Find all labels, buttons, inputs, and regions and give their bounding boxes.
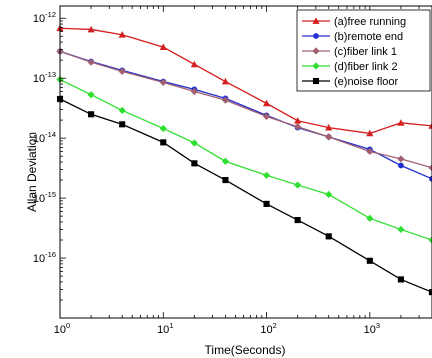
data-point bbox=[397, 119, 405, 126]
axes-layer: 100 101 102 103 10-16 10-15 10-14 10-13 10-12 bbox=[33, 5, 432, 336]
data-point bbox=[221, 96, 230, 104]
legend-entry: (c)fiber link 1 bbox=[302, 46, 397, 58]
data-point bbox=[87, 91, 95, 99]
legend-marker bbox=[312, 17, 320, 24]
series-1 bbox=[56, 24, 432, 137]
x-tick-label: 101 bbox=[157, 321, 173, 336]
data-point bbox=[87, 58, 95, 66]
x-tick-label: 103 bbox=[364, 321, 380, 336]
legend-label: (c)fiber link 1 bbox=[334, 46, 397, 58]
data-point bbox=[428, 164, 432, 172]
data-point bbox=[88, 111, 95, 118]
legend-entry: (b)remote end bbox=[302, 31, 403, 43]
y-tick-label: 10-14 bbox=[33, 130, 56, 145]
data-point bbox=[325, 233, 332, 240]
data-point bbox=[191, 160, 198, 167]
data-point bbox=[397, 225, 405, 234]
data-point bbox=[398, 162, 404, 169]
data-point bbox=[262, 112, 271, 121]
data-point bbox=[119, 121, 126, 128]
data-point bbox=[428, 236, 432, 244]
data-point bbox=[262, 99, 271, 107]
data-point bbox=[294, 123, 302, 131]
y-tick-label: 10-13 bbox=[33, 70, 56, 85]
data-point bbox=[190, 139, 198, 147]
legend-marker bbox=[312, 62, 320, 70]
data-point bbox=[325, 123, 333, 131]
series-line bbox=[59, 50, 432, 169]
legend-marker bbox=[312, 77, 320, 85]
data-point bbox=[294, 217, 301, 224]
y-tick-label: 10-16 bbox=[33, 250, 56, 265]
data-point bbox=[190, 87, 198, 96]
legend: (a)free running (b)remote end (c)fiber lin… bbox=[296, 9, 431, 92]
data-point bbox=[221, 77, 230, 85]
x-tick-label: 100 bbox=[54, 321, 70, 336]
data-point bbox=[190, 60, 198, 68]
data-point bbox=[263, 200, 270, 207]
data-point bbox=[159, 78, 167, 87]
legend-label: (d)fiber link 2 bbox=[334, 61, 398, 73]
data-point bbox=[118, 67, 126, 75]
series-5 bbox=[56, 95, 432, 296]
series-4 bbox=[56, 75, 432, 244]
data-point bbox=[428, 122, 432, 129]
legend-marker bbox=[313, 33, 319, 39]
data-point bbox=[221, 157, 230, 165]
data-point bbox=[397, 276, 404, 283]
legend-entry: (d)fiber link 2 bbox=[302, 61, 398, 73]
y-axis-title: Allan Deviation bbox=[25, 132, 39, 212]
series-line bbox=[59, 78, 432, 241]
x-axis-title: Time(Seconds) bbox=[205, 343, 286, 357]
legend-entry: (a)free running bbox=[302, 16, 406, 28]
data-point bbox=[262, 171, 271, 179]
data-point bbox=[294, 117, 302, 124]
data-point bbox=[428, 289, 432, 296]
data-point bbox=[429, 175, 432, 182]
legend-entry: (e)noise floor bbox=[302, 76, 399, 88]
data-point bbox=[397, 155, 405, 163]
data-point bbox=[118, 31, 126, 38]
data-point bbox=[366, 147, 374, 156]
series-line bbox=[59, 27, 432, 135]
data-point bbox=[87, 25, 95, 33]
data-point bbox=[159, 43, 167, 50]
data-point bbox=[160, 139, 167, 146]
x-tick-label: 102 bbox=[260, 321, 276, 336]
data-point bbox=[159, 124, 167, 133]
legend-label: (e)noise floor bbox=[334, 76, 399, 88]
data-point bbox=[222, 176, 229, 184]
y-tick-label: 10-15 bbox=[33, 190, 56, 205]
data-point bbox=[366, 257, 373, 264]
data-point bbox=[118, 106, 126, 115]
legend-marker bbox=[312, 47, 320, 55]
y-tick-label: 10-12 bbox=[33, 10, 56, 25]
data-point bbox=[325, 190, 333, 199]
data-point bbox=[325, 133, 333, 141]
legend-label: (a)free running bbox=[334, 16, 406, 28]
series-line bbox=[59, 98, 432, 293]
legend-label: (b)remote end bbox=[334, 31, 403, 43]
data-point bbox=[294, 181, 302, 189]
data-point bbox=[366, 214, 374, 222]
data-point bbox=[366, 129, 374, 137]
